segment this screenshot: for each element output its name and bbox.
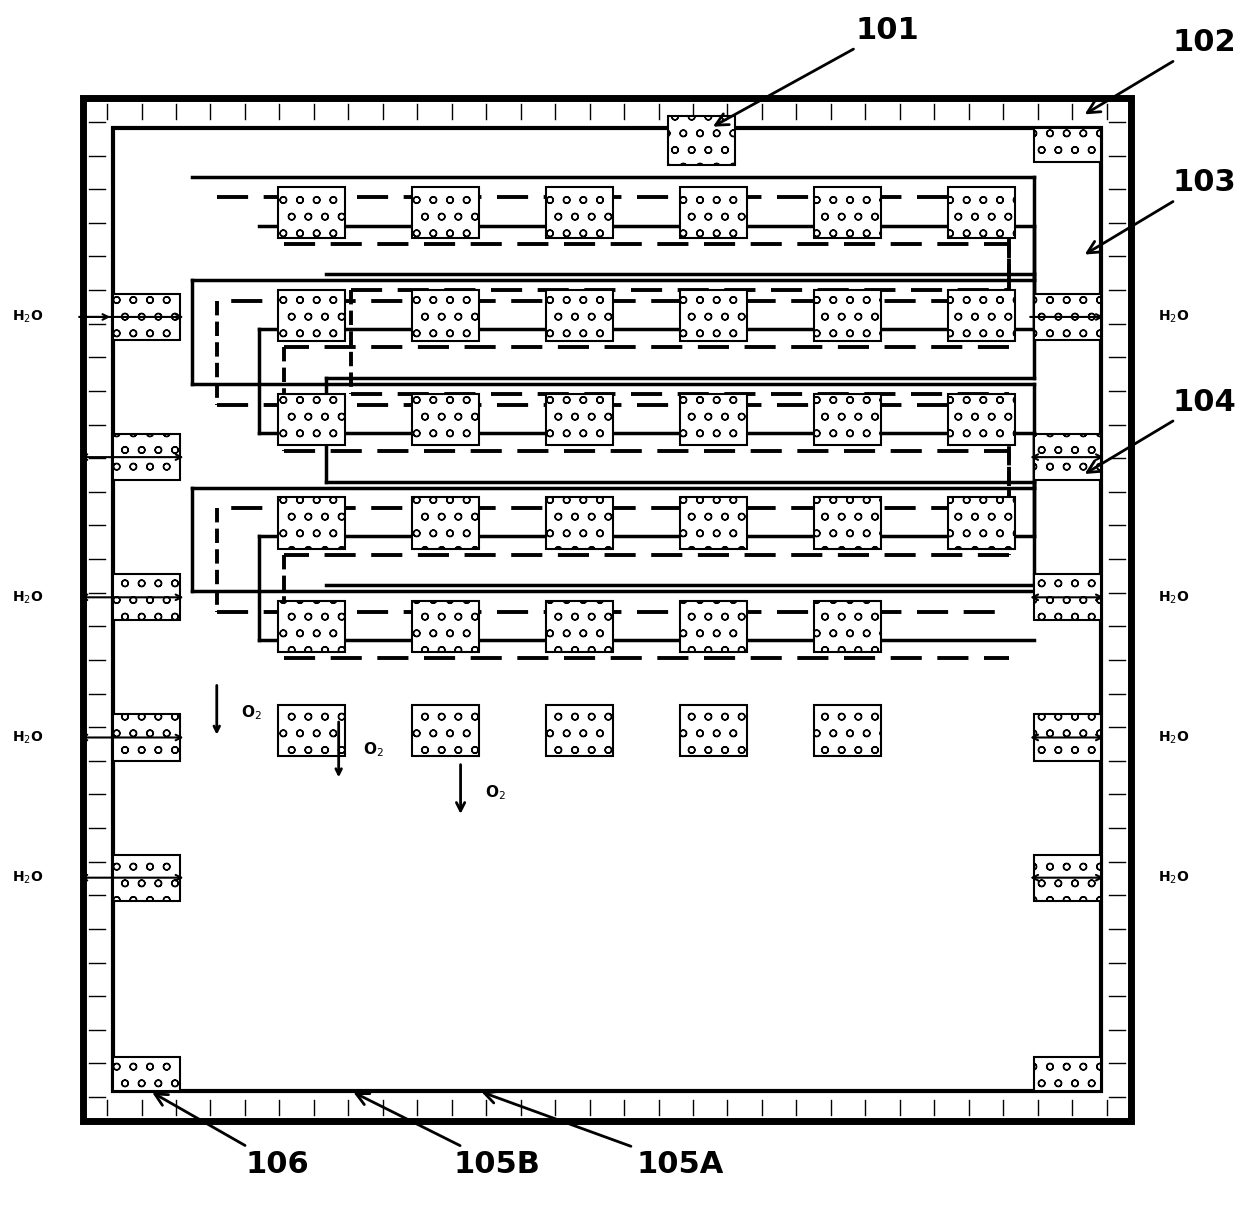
Text: 102: 102: [1087, 28, 1236, 113]
Text: H$_2$O: H$_2$O: [12, 869, 43, 886]
Bar: [546, 705, 613, 756]
Text: H$_2$O: H$_2$O: [12, 308, 43, 325]
Bar: [278, 187, 345, 238]
Text: 103: 103: [1087, 168, 1236, 254]
Bar: [680, 705, 746, 756]
Text: H$_2$O: H$_2$O: [1158, 729, 1189, 746]
Text: H$_2$O: H$_2$O: [1158, 869, 1189, 886]
Bar: [278, 497, 345, 549]
Bar: [546, 601, 613, 652]
Bar: [680, 601, 746, 652]
Bar: [1033, 714, 1101, 761]
Bar: [113, 855, 180, 901]
Bar: [546, 394, 613, 445]
Bar: [815, 497, 882, 549]
Text: O$_2$: O$_2$: [241, 703, 262, 723]
Bar: [815, 290, 882, 341]
Bar: [412, 187, 479, 238]
Bar: [949, 290, 1016, 341]
Text: 106: 106: [155, 1093, 310, 1179]
Bar: [546, 187, 613, 238]
Bar: [949, 497, 1016, 549]
Bar: [278, 601, 345, 652]
Bar: [412, 705, 479, 756]
Bar: [680, 187, 746, 238]
Bar: [412, 601, 479, 652]
Text: 105A: 105A: [485, 1091, 724, 1179]
Bar: [680, 497, 746, 549]
Bar: [1033, 574, 1101, 620]
Bar: [815, 705, 882, 756]
Bar: [113, 714, 180, 761]
Bar: [949, 187, 1016, 238]
Bar: [412, 290, 479, 341]
Text: H$_2$O: H$_2$O: [1158, 589, 1189, 606]
Text: 105B: 105B: [356, 1093, 541, 1179]
Bar: [278, 705, 345, 756]
Bar: [1033, 434, 1101, 480]
Bar: [546, 497, 613, 549]
Bar: [412, 394, 479, 445]
Bar: [1033, 855, 1101, 901]
Bar: [815, 394, 882, 445]
Bar: [815, 187, 882, 238]
Bar: [113, 128, 1101, 1091]
Bar: [1033, 1057, 1101, 1091]
Text: 104: 104: [1087, 388, 1236, 473]
Text: 101: 101: [715, 16, 919, 126]
Text: H$_2$O: H$_2$O: [12, 729, 43, 746]
Bar: [113, 434, 180, 480]
Bar: [1033, 294, 1101, 340]
Bar: [815, 601, 882, 652]
Bar: [412, 497, 479, 549]
Bar: [680, 394, 746, 445]
Text: H$_2$O: H$_2$O: [1158, 308, 1189, 325]
Bar: [668, 116, 735, 165]
Bar: [83, 98, 1131, 1121]
Bar: [546, 290, 613, 341]
Text: O$_2$: O$_2$: [363, 740, 384, 759]
Bar: [278, 290, 345, 341]
Bar: [949, 394, 1016, 445]
Text: O$_2$: O$_2$: [485, 783, 506, 802]
Bar: [113, 294, 180, 340]
Text: H$_2$O: H$_2$O: [12, 589, 43, 606]
Bar: [278, 394, 345, 445]
Bar: [1033, 128, 1101, 162]
Bar: [113, 1057, 180, 1091]
Bar: [113, 574, 180, 620]
Bar: [680, 290, 746, 341]
